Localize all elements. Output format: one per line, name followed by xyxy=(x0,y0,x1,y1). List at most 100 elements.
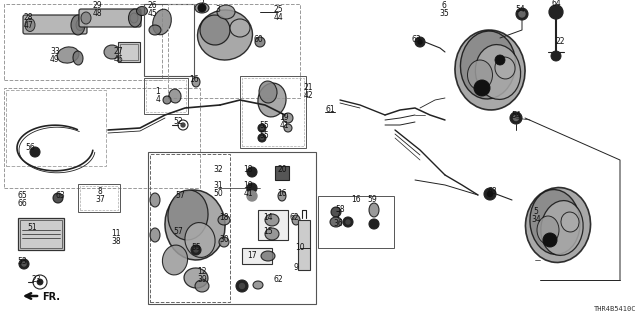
Ellipse shape xyxy=(136,6,147,15)
Bar xyxy=(298,220,310,270)
Text: 61: 61 xyxy=(325,106,335,115)
Bar xyxy=(150,154,230,302)
Circle shape xyxy=(513,116,518,121)
Text: 62: 62 xyxy=(273,276,283,284)
Text: 21: 21 xyxy=(303,84,313,92)
Bar xyxy=(144,4,194,76)
Ellipse shape xyxy=(81,12,91,24)
Text: 16: 16 xyxy=(351,196,361,204)
Text: 64: 64 xyxy=(551,0,561,9)
Text: 46: 46 xyxy=(113,55,123,65)
Ellipse shape xyxy=(217,5,235,19)
Circle shape xyxy=(258,134,266,142)
Ellipse shape xyxy=(541,201,583,255)
Text: 25: 25 xyxy=(273,5,283,14)
Ellipse shape xyxy=(255,37,265,47)
Ellipse shape xyxy=(460,31,516,99)
Text: 17: 17 xyxy=(247,252,257,260)
Ellipse shape xyxy=(79,13,91,23)
Ellipse shape xyxy=(525,188,591,262)
Ellipse shape xyxy=(230,19,250,37)
Text: 63: 63 xyxy=(411,36,421,44)
Text: 55: 55 xyxy=(191,244,201,252)
Circle shape xyxy=(415,37,425,47)
Text: 19: 19 xyxy=(279,114,289,123)
Text: 10: 10 xyxy=(295,244,305,252)
Circle shape xyxy=(549,5,563,19)
Bar xyxy=(80,186,118,210)
Text: 45: 45 xyxy=(147,10,157,19)
Circle shape xyxy=(239,284,244,289)
Bar xyxy=(148,152,316,304)
Text: 16: 16 xyxy=(277,189,287,198)
Circle shape xyxy=(484,188,496,200)
Text: 57: 57 xyxy=(175,191,185,201)
Ellipse shape xyxy=(129,9,141,27)
Text: 54: 54 xyxy=(515,5,525,14)
FancyBboxPatch shape xyxy=(79,9,141,27)
Ellipse shape xyxy=(253,281,263,289)
Text: 55: 55 xyxy=(259,122,269,131)
Circle shape xyxy=(260,126,264,130)
Ellipse shape xyxy=(195,3,209,13)
Text: 57: 57 xyxy=(173,228,183,236)
Ellipse shape xyxy=(192,77,200,87)
Text: 52: 52 xyxy=(173,117,183,126)
Ellipse shape xyxy=(495,57,515,79)
Circle shape xyxy=(247,167,257,177)
Circle shape xyxy=(37,279,43,285)
Ellipse shape xyxy=(561,212,579,232)
Ellipse shape xyxy=(184,268,208,288)
Circle shape xyxy=(260,137,264,140)
Ellipse shape xyxy=(265,214,279,226)
FancyBboxPatch shape xyxy=(23,15,87,34)
Text: 9: 9 xyxy=(294,263,298,273)
Circle shape xyxy=(553,9,559,15)
Text: 41: 41 xyxy=(279,122,289,131)
Circle shape xyxy=(369,219,379,229)
Ellipse shape xyxy=(53,193,63,203)
Ellipse shape xyxy=(163,96,171,104)
Bar xyxy=(118,42,140,62)
Ellipse shape xyxy=(219,237,229,247)
Circle shape xyxy=(247,191,257,201)
Ellipse shape xyxy=(530,189,580,254)
Text: 3: 3 xyxy=(216,5,220,14)
Text: 60: 60 xyxy=(253,36,263,44)
Circle shape xyxy=(33,150,37,154)
Ellipse shape xyxy=(284,124,292,132)
Ellipse shape xyxy=(149,25,161,35)
Ellipse shape xyxy=(537,216,559,244)
Ellipse shape xyxy=(195,280,209,292)
Text: 33: 33 xyxy=(50,47,60,57)
Circle shape xyxy=(551,51,561,61)
Text: 11: 11 xyxy=(111,229,121,238)
Ellipse shape xyxy=(200,15,230,45)
Text: 35: 35 xyxy=(439,10,449,19)
Ellipse shape xyxy=(331,207,341,217)
Text: 28: 28 xyxy=(23,13,33,22)
Text: 63: 63 xyxy=(55,191,65,201)
Circle shape xyxy=(418,40,422,44)
Ellipse shape xyxy=(104,45,120,59)
Circle shape xyxy=(19,259,29,269)
Bar xyxy=(6,90,106,166)
Circle shape xyxy=(30,147,40,157)
Ellipse shape xyxy=(476,44,520,100)
Text: 42: 42 xyxy=(303,92,313,100)
Circle shape xyxy=(198,4,206,12)
Text: 55: 55 xyxy=(259,132,269,140)
Text: 44: 44 xyxy=(273,13,283,22)
Ellipse shape xyxy=(57,47,79,63)
Circle shape xyxy=(191,245,201,255)
Ellipse shape xyxy=(369,203,379,217)
Ellipse shape xyxy=(259,81,277,103)
Ellipse shape xyxy=(218,215,230,225)
Bar xyxy=(18,218,64,250)
Text: 49: 49 xyxy=(50,55,60,65)
Text: 7: 7 xyxy=(335,212,340,220)
Text: 26: 26 xyxy=(147,2,157,11)
Text: 66: 66 xyxy=(17,199,27,209)
Ellipse shape xyxy=(150,228,160,242)
Ellipse shape xyxy=(278,191,286,201)
